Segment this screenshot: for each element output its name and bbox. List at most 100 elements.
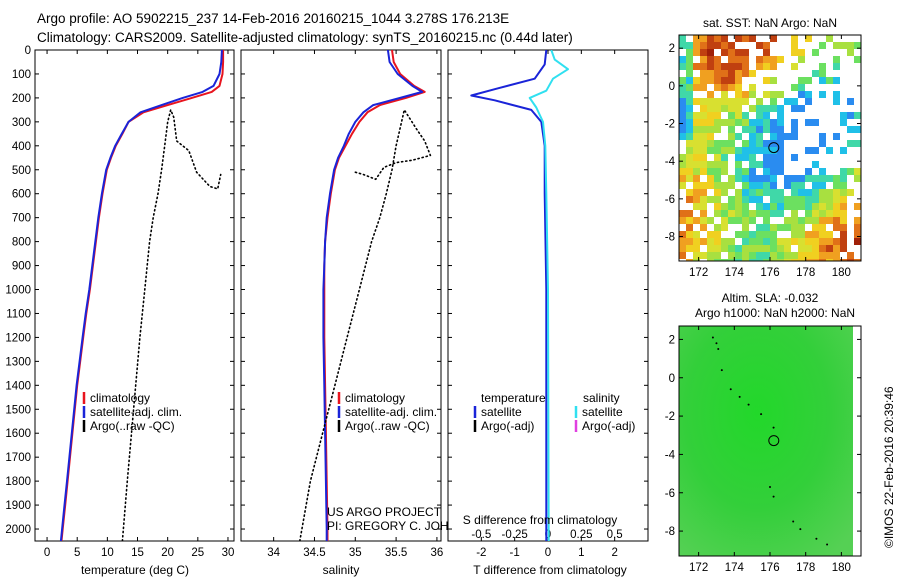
sst-cell [707, 182, 714, 189]
sst-cell [735, 112, 742, 119]
header-line-1: Argo profile: AO 5902215_237 14-Feb-2016… [37, 11, 509, 26]
sst-cell [679, 63, 686, 70]
sst-cell [714, 252, 721, 259]
sst-cell [819, 70, 826, 77]
sst-cell [721, 182, 728, 189]
sst-cell [756, 98, 763, 105]
sst-cell [770, 161, 777, 168]
sst-cell [707, 133, 714, 140]
sst-cell [693, 126, 700, 133]
y-tick-label: 1300 [5, 356, 31, 368]
sst-cell [728, 119, 735, 126]
map-y-tick-label: 0 [669, 81, 675, 93]
sst-cell [833, 182, 840, 189]
sst-cell [763, 189, 770, 196]
sst-cell [679, 112, 686, 119]
sst-cell [756, 182, 763, 189]
difference-series-group [470, 50, 569, 541]
argo-position-marker [768, 142, 780, 154]
sst-cell [714, 259, 721, 261]
y-tick-label: 1500 [5, 404, 31, 416]
top-tick-label: 0.5 [607, 529, 623, 541]
x-tick-label: 10 [101, 547, 114, 559]
sst-cell [833, 56, 840, 63]
sst-cell [756, 133, 763, 140]
sst-cell [742, 70, 749, 77]
sst-cell [714, 35, 721, 42]
legend-label-satellite-adj: satellite-adj. clim. [345, 405, 437, 419]
sst-cell [819, 63, 826, 70]
sst-cell [770, 238, 777, 245]
sst-cell [693, 259, 700, 261]
y-tick-label: 600 [12, 189, 31, 201]
sst-cell [763, 259, 770, 261]
sla-map-field [679, 326, 853, 556]
sst-cell [679, 182, 686, 189]
sst-cell [777, 161, 784, 168]
sst-cell [686, 259, 693, 261]
sst-cell [770, 259, 777, 261]
x-tick-label: 35 [349, 547, 362, 559]
sst-cell [784, 203, 791, 210]
sst-cell [777, 119, 784, 126]
sst-cell [728, 84, 735, 91]
sst-cell [700, 112, 707, 119]
sst-cell [805, 217, 812, 224]
sst-cell [686, 189, 693, 196]
sst-cell [735, 105, 742, 112]
sst-cell [714, 84, 721, 91]
sst-cell [686, 224, 693, 231]
sst-cell [693, 168, 700, 175]
sst-cell [770, 147, 777, 154]
sst-cell [679, 42, 686, 49]
legend-title-temperature: temperature [481, 391, 546, 405]
header-line-2: Climatology: CARS2009. Satellite-adjuste… [37, 30, 573, 45]
sst-cell [763, 49, 770, 56]
sst-cell [805, 168, 812, 175]
island-mark [760, 413, 763, 416]
island-mark [717, 348, 720, 350]
sst-cell [812, 196, 819, 203]
sla-map-title-line-1: Altim. SLA: -0.032 [722, 291, 819, 305]
sst-cell [686, 126, 693, 133]
sst-cell [700, 49, 707, 56]
sst-cell [784, 98, 791, 105]
sst-cell [770, 175, 777, 182]
map-x-tick-label: 172 [689, 562, 708, 574]
sst-cell [686, 133, 693, 140]
sst-cell [707, 238, 714, 245]
sst-cell [721, 161, 728, 168]
sst-cell [847, 42, 854, 49]
legend-label-argo: Argo(..raw -QC) [345, 419, 430, 433]
sst-cell [728, 182, 735, 189]
y-tick-label: 500 [12, 165, 31, 177]
sst-cell [819, 77, 826, 84]
sst-cell [791, 231, 798, 238]
map-x-tick-label: 180 [832, 267, 851, 279]
sst-cell [686, 119, 693, 126]
sst-cell [819, 224, 826, 231]
sst-cell [756, 42, 763, 49]
sst-cell [735, 175, 742, 182]
legend-title-salinity: salinity [583, 391, 620, 405]
sst-cell [728, 49, 735, 56]
sst-cell [693, 245, 700, 252]
sst-cell [791, 84, 798, 91]
sst-cell [700, 182, 707, 189]
sst-cell [840, 231, 847, 238]
island-mark [792, 520, 795, 523]
sst-cell [819, 203, 826, 210]
sst-cell [707, 217, 714, 224]
sst-cell [819, 245, 826, 252]
sst-cell [833, 196, 840, 203]
sst-cell [826, 238, 833, 245]
sst-cell [686, 147, 693, 154]
top-tick-label: 0.25 [570, 529, 592, 541]
map-y-tick-label: 0 [669, 373, 675, 385]
sst-cell [770, 210, 777, 217]
sst-cell [840, 238, 847, 245]
salinity-panel: 34 34.5 35 35.5 36 salinity climatology sate… [240, 49, 483, 577]
sst-cell [756, 231, 763, 238]
sst-cell [763, 203, 770, 210]
